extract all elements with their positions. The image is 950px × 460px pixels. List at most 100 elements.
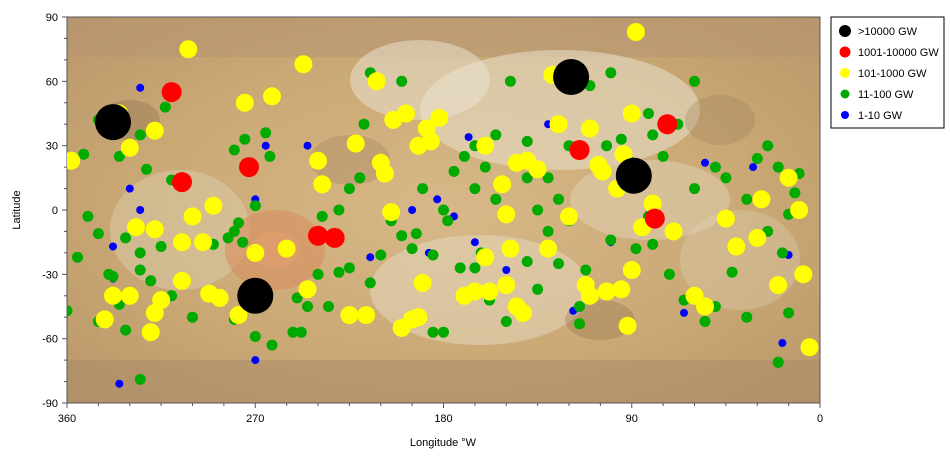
data-point: [120, 286, 139, 305]
data-point: [476, 136, 495, 155]
data-point: [762, 140, 774, 152]
data-point: [291, 292, 303, 304]
data-point: [612, 280, 631, 299]
data-point: [569, 140, 590, 160]
data-point: [772, 356, 784, 368]
data-point: [597, 282, 616, 301]
data-point: [251, 356, 260, 365]
y-tick-label: 60: [46, 76, 58, 88]
data-point: [501, 239, 520, 258]
data-point: [502, 266, 511, 274]
data-point: [497, 276, 516, 295]
data-point: [469, 183, 481, 195]
data-point: [657, 114, 678, 135]
data-point: [141, 163, 152, 175]
data-point: [210, 288, 229, 307]
legend-label: 1-10 GW: [858, 110, 903, 122]
data-point: [107, 271, 119, 282]
data-point: [239, 133, 251, 145]
data-point: [779, 168, 798, 187]
data-point: [354, 172, 366, 184]
data-point: [497, 205, 516, 224]
legend-marker: [840, 89, 850, 99]
x-axis-label: Longitude °W: [410, 437, 477, 449]
data-point: [438, 326, 449, 338]
data-point: [145, 220, 164, 239]
data-point: [553, 59, 590, 95]
data-point: [141, 323, 160, 342]
data-point: [521, 172, 533, 184]
data-point: [490, 129, 502, 141]
data-point: [120, 138, 139, 157]
data-point: [647, 238, 659, 250]
data-point: [161, 82, 182, 103]
data-point: [689, 75, 700, 87]
data-point: [249, 200, 261, 212]
data-point: [479, 161, 491, 173]
legend-label: 101-1000 GW: [858, 68, 927, 80]
data-point: [430, 108, 449, 127]
legend-marker: [839, 25, 851, 37]
data-point: [647, 129, 659, 141]
data-point: [67, 305, 73, 317]
data-points: [67, 23, 819, 388]
data-point: [261, 141, 270, 150]
y-tick-label: -90: [42, 398, 58, 410]
data-point: [514, 303, 532, 322]
data-point: [644, 208, 665, 229]
data-point: [127, 218, 145, 237]
data-point: [375, 249, 387, 261]
data-point: [183, 207, 202, 226]
data-point: [442, 215, 454, 227]
y-axis-ticks: 90 60 30 0 -30 -60 -90: [42, 12, 67, 410]
data-point: [699, 316, 711, 327]
data-point: [663, 268, 675, 280]
data-point: [222, 232, 234, 244]
data-point: [615, 133, 627, 145]
data-point: [696, 297, 714, 316]
data-point: [237, 236, 249, 248]
y-axis-label: Latitude: [11, 190, 23, 229]
data-point: [104, 286, 122, 305]
data-point: [618, 316, 637, 335]
data-point: [136, 206, 145, 214]
data-point: [229, 306, 248, 325]
data-point: [312, 268, 324, 280]
data-point: [493, 175, 512, 194]
data-point: [302, 301, 313, 312]
data-point: [560, 207, 578, 226]
data-point: [741, 311, 753, 323]
data-point: [626, 23, 645, 41]
data-point: [741, 193, 753, 205]
data-point: [239, 157, 259, 178]
data-point: [601, 140, 613, 152]
data-point: [574, 301, 585, 312]
data-point: [298, 280, 317, 299]
data-point: [134, 247, 146, 259]
data-point: [109, 242, 117, 251]
data-point: [630, 243, 642, 255]
data-point: [580, 286, 599, 305]
data-point: [134, 373, 146, 385]
data-point: [553, 193, 564, 205]
data-point: [294, 55, 313, 74]
data-point: [490, 193, 502, 205]
data-point: [539, 239, 558, 258]
data-point: [580, 264, 592, 276]
data-point: [194, 233, 212, 252]
legend-label: 11-100 GW: [858, 89, 914, 101]
data-point: [120, 232, 132, 244]
data-point: [237, 277, 274, 314]
data-point: [316, 210, 328, 222]
y-tick-label: -60: [42, 334, 58, 346]
data-point: [266, 339, 278, 351]
data-point: [469, 262, 481, 274]
data-point: [340, 306, 359, 325]
data-point: [605, 67, 617, 79]
data-point: [366, 253, 375, 262]
data-point: [343, 262, 355, 274]
data-point: [67, 151, 81, 170]
x-tick-label: 270: [246, 413, 264, 425]
data-point: [179, 40, 198, 59]
data-point: [408, 206, 417, 214]
